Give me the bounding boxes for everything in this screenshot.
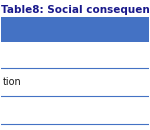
Text: Table8: Social consequences of rural-urban promotion in the studied area: Table8: Social consequences of rural-urb… <box>1 5 150 15</box>
Text: tion: tion <box>3 77 22 87</box>
Bar <box>1 17 149 42</box>
